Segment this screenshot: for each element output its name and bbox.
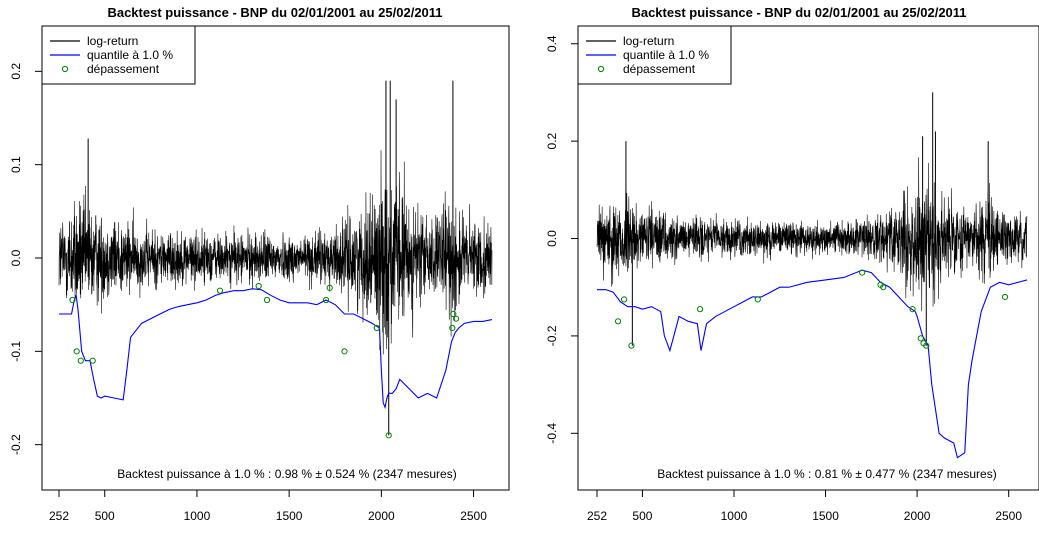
exceedance-point — [909, 306, 916, 313]
x-tick-label: 1000 — [721, 509, 748, 523]
log-return-line — [596, 157, 1028, 312]
right-y-axis: -0.4 -0.2 0.0 0.2 0.4 — [545, 35, 579, 444]
right-exceedance-points — [614, 269, 1009, 349]
x-tick-label: 2500 — [995, 509, 1022, 523]
right-legend-label-exceedance: dépassement — [623, 62, 696, 76]
left-y-axis: -0.2 -0.1 0.0 0.1 0.2 — [9, 63, 43, 455]
x-tick-label: 1500 — [276, 509, 303, 523]
exceedance-point — [89, 357, 96, 364]
right-legend-label-quantile: quantile à 1.0 % — [623, 48, 709, 62]
right-x-axis: 252 500 1000 1500 2000 2500 — [587, 489, 1022, 523]
y-tick-label: 0.2 — [9, 63, 23, 80]
exceedance-point — [341, 348, 348, 355]
left-log-return-series — [58, 80, 493, 436]
left-backtest-annotation: Backtest puissance à 1.0 % : 0.98 % ± 0.… — [117, 467, 456, 481]
exceedance-point — [859, 269, 866, 276]
left-legend-swatch-exceedance — [61, 65, 69, 73]
right-chart-panel: Backtest puissance - BNP du 02/01/2001 a… — [545, 5, 1039, 523]
left-legend-label-exceedance: dépassement — [87, 62, 160, 76]
right-quantile-series — [597, 269, 1028, 459]
x-tick-label: 500 — [632, 509, 652, 523]
quantile-line — [59, 288, 493, 410]
x-tick-label: 2000 — [368, 509, 395, 523]
y-tick-label: 0.1 — [9, 156, 23, 173]
left-x-axis: 252 500 1000 1500 2000 2500 — [49, 489, 487, 523]
y-tick-label: 0.4 — [545, 35, 559, 52]
exceedance-point — [449, 324, 456, 332]
x-tick-label: 500 — [95, 509, 115, 523]
right-legend: log-return quantile à 1.0 % dépassement — [577, 25, 732, 85]
left-chart-panel: Backtest puissance - BNP du 02/01/2001 a… — [9, 5, 510, 523]
exceedance-point — [880, 284, 887, 291]
right-chart-title: Backtest puissance - BNP du 02/01/2001 a… — [631, 5, 966, 20]
x-tick-label: 252 — [49, 509, 69, 523]
exceedance-point — [69, 296, 76, 304]
x-tick-label: 1000 — [184, 509, 211, 523]
quantile-line — [597, 269, 1028, 459]
exceedance-point — [73, 348, 80, 355]
x-tick-label: 252 — [587, 509, 607, 523]
left-chart-title: Backtest puissance - BNP du 02/01/2001 a… — [107, 5, 442, 20]
log-return-line — [58, 150, 493, 355]
right-backtest-annotation: Backtest puissance à 1.0 % : 0.81 % ± 0.… — [657, 467, 996, 481]
exceedance-point — [385, 432, 392, 439]
exceedance-point — [628, 342, 635, 349]
exceedance-point — [322, 296, 330, 304]
right-legend-label-log-return: log-return — [623, 34, 674, 48]
exceedance-point — [450, 310, 457, 318]
right-plot-frame — [577, 25, 1039, 491]
exceedance-point — [373, 324, 380, 332]
right-legend-swatch-exceedance — [597, 65, 605, 73]
y-tick-label: -0.2 — [545, 325, 559, 346]
y-tick-label: -0.4 — [545, 423, 559, 444]
exceedance-point — [77, 357, 84, 364]
x-tick-label: 2500 — [460, 509, 487, 523]
exceedance-point — [614, 318, 622, 325]
exceedance-point — [452, 315, 460, 322]
right-log-return-series — [596, 92, 1028, 346]
x-tick-label: 1500 — [812, 509, 839, 523]
exceedance-point — [1001, 293, 1009, 301]
y-tick-label: -0.1 — [9, 341, 23, 362]
exceedance-point — [621, 296, 628, 303]
y-tick-label: -0.2 — [9, 434, 23, 455]
exceedance-point — [216, 287, 224, 294]
left-exceedance-points — [69, 282, 460, 439]
left-legend: log-return quantile à 1.0 % dépassement — [41, 25, 196, 85]
y-tick-label: 0.0 — [545, 230, 559, 247]
y-tick-label: 0.2 — [545, 132, 559, 149]
left-quantile-series — [59, 288, 493, 410]
exceedance-point — [697, 306, 704, 313]
x-tick-label: 2000 — [904, 509, 931, 523]
left-legend-label-quantile: quantile à 1.0 % — [87, 48, 173, 62]
y-tick-label: 0.0 — [9, 249, 23, 266]
exceedance-point — [917, 335, 924, 342]
exceedance-point — [923, 342, 930, 349]
exceedance-point — [754, 296, 761, 303]
exceedance-point — [326, 284, 333, 291]
exceedance-point — [255, 282, 262, 290]
left-legend-label-log-return: log-return — [87, 34, 138, 48]
exceedance-point — [263, 296, 271, 304]
